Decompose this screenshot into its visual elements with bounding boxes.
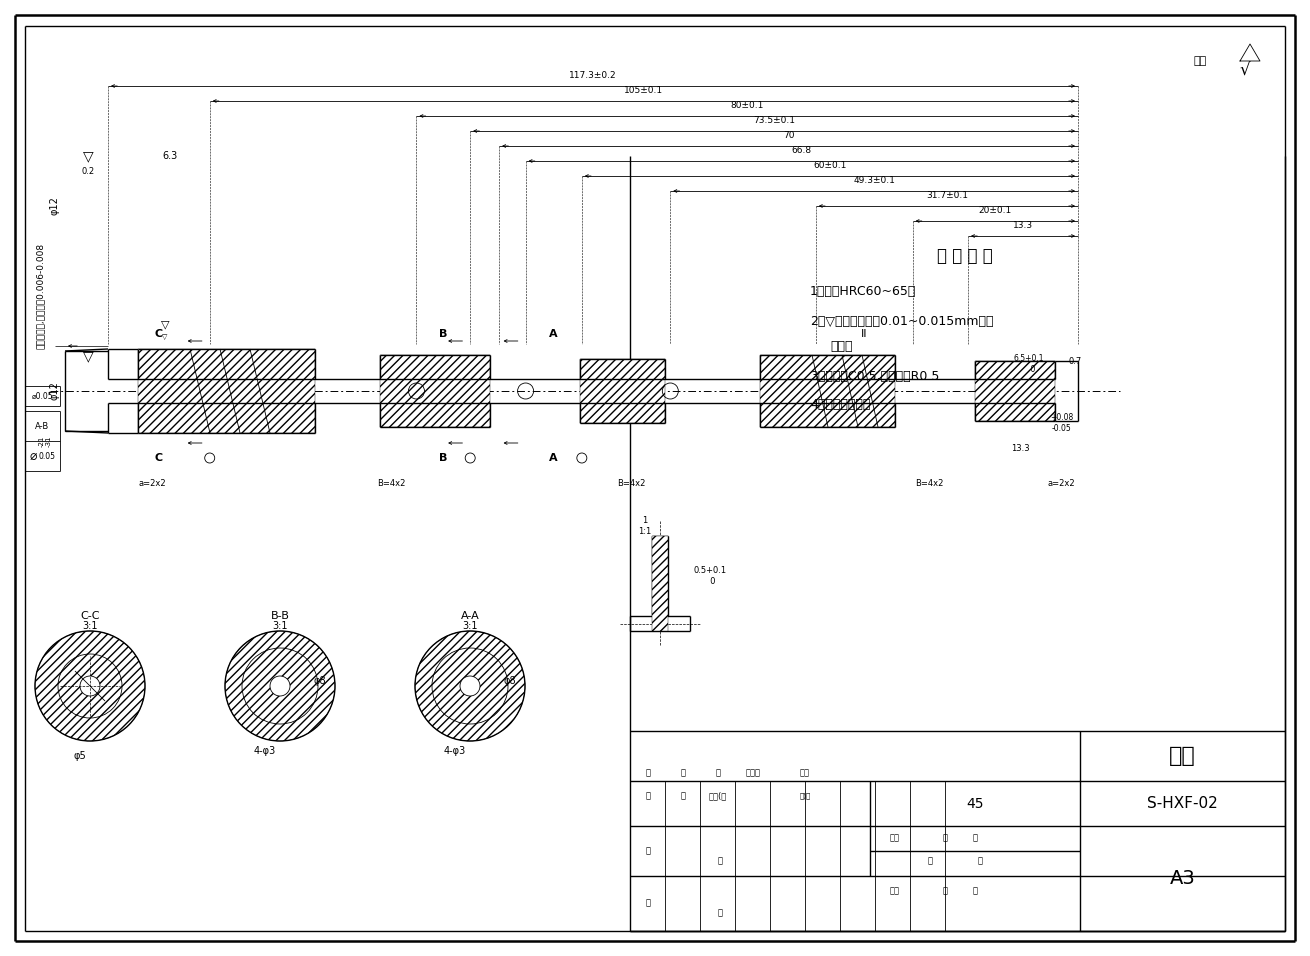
Text: +0.08
-0.05: +0.08 -0.05 (1049, 413, 1073, 433)
Bar (580, 359, 665, 423)
Circle shape (35, 631, 145, 741)
Text: 阶段: 阶段 (889, 834, 900, 842)
Text: 80±0.1: 80±0.1 (731, 101, 764, 110)
Text: 化: 化 (718, 857, 723, 865)
Text: 件标(签: 件标(签 (709, 792, 727, 800)
Text: 1
1:1: 1 1:1 (638, 516, 651, 535)
Text: 13.3: 13.3 (1013, 221, 1034, 230)
Circle shape (270, 676, 290, 696)
Text: 标记: 标记 (889, 886, 900, 896)
Text: 技 术 要 求: 技 术 要 求 (937, 247, 993, 265)
Text: II: II (861, 329, 867, 339)
Text: 张: 张 (977, 857, 982, 865)
Text: 共: 共 (927, 857, 933, 865)
Bar (652, 536, 668, 631)
Text: A: A (549, 329, 558, 339)
Text: 3:1: 3:1 (272, 621, 288, 631)
Text: φ5: φ5 (73, 751, 86, 761)
Text: 45: 45 (967, 796, 984, 811)
Text: 年)日: 年)日 (799, 793, 811, 799)
Text: 设: 设 (646, 792, 651, 800)
Text: 化: 化 (718, 908, 723, 918)
Text: ⌀0.05: ⌀0.05 (31, 392, 54, 401)
Text: 3:1: 3:1 (83, 621, 98, 631)
Text: 年、: 年、 (800, 769, 810, 777)
Text: A3: A3 (1170, 869, 1195, 888)
Text: 审: 审 (646, 846, 651, 856)
Text: φ8: φ8 (503, 676, 516, 686)
Text: 3未注倒角C0.5,未注圆角R0.5: 3未注倒角C0.5,未注圆角R0.5 (810, 370, 939, 382)
Text: a=2x2: a=2x2 (1048, 479, 1076, 488)
Circle shape (415, 631, 525, 741)
Text: 6.3: 6.3 (162, 151, 178, 161)
Bar (138, 349, 314, 433)
Text: 量: 量 (942, 886, 947, 896)
Text: B=4x2: B=4x2 (617, 479, 646, 488)
Text: 31.7±0.1: 31.7±0.1 (926, 191, 968, 200)
Circle shape (80, 676, 100, 696)
Text: 处: 处 (680, 769, 685, 777)
Text: 20±0.1: 20±0.1 (979, 206, 1011, 215)
Text: 117.3±0.2: 117.3±0.2 (569, 71, 617, 80)
Text: ▽: ▽ (83, 349, 93, 363)
Text: 4-φ3: 4-φ3 (254, 746, 276, 756)
Text: 3:1: 3:1 (462, 621, 478, 631)
Text: A-A: A-A (461, 611, 479, 621)
Text: 重: 重 (942, 834, 947, 842)
Text: ▽: ▽ (83, 149, 93, 163)
Text: ⌀: ⌀ (29, 449, 37, 463)
Text: A-B: A-B (35, 422, 50, 430)
Circle shape (460, 676, 479, 696)
Text: C: C (155, 453, 162, 463)
Text: 签: 签 (680, 792, 685, 800)
Text: 分: 分 (715, 769, 721, 777)
Text: 比: 比 (972, 834, 977, 842)
Text: 抛光。: 抛光。 (831, 339, 853, 353)
Text: ▽: ▽ (161, 319, 169, 329)
Text: 49.3±0.1: 49.3±0.1 (853, 176, 895, 185)
Text: 60±0.1: 60±0.1 (814, 161, 846, 170)
Text: B=4x2: B=4x2 (914, 479, 943, 488)
Text: φ8: φ8 (313, 676, 326, 686)
Text: 例: 例 (972, 886, 977, 896)
Text: 0.05: 0.05 (38, 451, 55, 461)
Text: -21
-31: -21 -31 (38, 435, 51, 446)
Text: C-C: C-C (80, 611, 100, 621)
Text: 阀芯: 阀芯 (1169, 746, 1196, 766)
Text: B=4x2: B=4x2 (377, 479, 406, 488)
Text: S-HXF-02: S-HXF-02 (1148, 796, 1218, 811)
Text: 更改签: 更改签 (745, 769, 761, 777)
Text: B: B (439, 329, 448, 339)
Text: 105±0.1: 105±0.1 (625, 86, 663, 95)
Text: 73.5±0.1: 73.5±0.1 (753, 116, 795, 125)
Text: 0.2: 0.2 (81, 166, 94, 176)
Text: 6.5+0.1
    0: 6.5+0.1 0 (1013, 355, 1044, 374)
Text: 13.3: 13.3 (1011, 444, 1030, 452)
Text: 4-φ3: 4-φ3 (444, 746, 466, 756)
Text: 与阀芯配置,配合间隙0.006-0.008: 与阀芯配置,配合间隙0.006-0.008 (35, 243, 45, 349)
Text: 4．锐边去毛刺。: 4．锐边去毛刺。 (810, 398, 870, 410)
Text: a=2x2: a=2x2 (138, 479, 165, 488)
Text: ▽: ▽ (162, 334, 168, 340)
Text: 标: 标 (646, 769, 651, 777)
Bar (975, 361, 1055, 421)
Text: 0.7: 0.7 (1069, 357, 1082, 365)
Circle shape (225, 631, 335, 741)
Text: 70: 70 (783, 131, 794, 140)
Text: √: √ (1239, 62, 1250, 80)
Text: 其余: 其余 (1193, 56, 1207, 66)
Text: A: A (549, 453, 558, 463)
Text: 0.5+0.1
  0: 0.5+0.1 0 (693, 566, 727, 586)
Text: 2．▽处表面镀硬铬0.01~0.015mm，并: 2．▽处表面镀硬铬0.01~0.015mm，并 (810, 315, 993, 328)
Text: B-B: B-B (271, 611, 290, 621)
Text: C: C (155, 329, 162, 339)
Text: 1．淬火HRC60~65。: 1．淬火HRC60~65。 (810, 285, 917, 297)
Text: B: B (439, 453, 448, 463)
Text: φ12: φ12 (50, 197, 60, 215)
Bar (380, 355, 490, 427)
Text: φ12: φ12 (50, 381, 60, 401)
Text: 审: 审 (646, 899, 651, 907)
Text: 66.8: 66.8 (791, 146, 812, 155)
Bar (760, 355, 895, 427)
